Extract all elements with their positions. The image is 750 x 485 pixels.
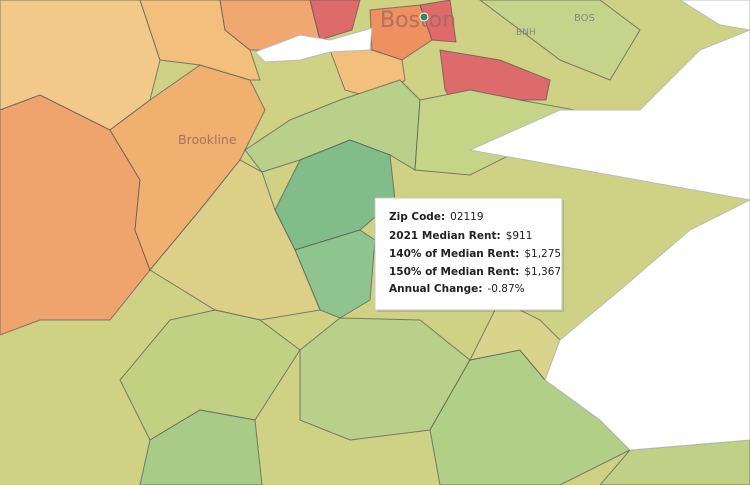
map-label: BOS — [574, 13, 595, 24]
map-label: Brookline — [178, 132, 237, 147]
tooltip-row: 140% of Median Rent: $1,275 — [389, 248, 561, 260]
zip-area[interactable] — [369, 4, 433, 61]
map-label: Boston — [380, 8, 456, 33]
tooltip-label: Zip Code: — [389, 211, 445, 223]
river — [254, 27, 373, 63]
tooltip-row: 2021 Median Rent: $911 — [389, 230, 532, 242]
tooltip-row: Zip Code: 02119 — [389, 211, 484, 223]
tooltip-label: 140% of Median Rent: — [389, 248, 519, 260]
tooltip-value: $1,367 — [524, 266, 561, 278]
tooltip-label: 2021 Median Rent: — [389, 230, 501, 242]
tooltip-label: Annual Change: — [389, 283, 482, 295]
tooltip-row: 150% of Median Rent: $1,367 — [389, 266, 561, 278]
water — [679, 0, 750, 31]
tooltip-row: Annual Change: -0.87% — [389, 283, 525, 295]
tooltip-value: 02119 — [450, 211, 483, 223]
tooltip-value: $1,275 — [524, 248, 561, 260]
tooltip: Zip Code: 02119 2021 Median Rent: $911 140% … — [374, 197, 564, 312]
water — [468, 29, 750, 451]
map-label: BNH — [516, 28, 536, 38]
tooltip-value: -0.87% — [487, 283, 524, 295]
tooltip-label: 150% of Median Rent: — [389, 266, 519, 278]
map-pin — [419, 12, 429, 22]
tooltip-box — [374, 197, 563, 311]
zip-area[interactable] — [479, 0, 641, 81]
zip-area[interactable] — [419, 0, 457, 43]
zip-area[interactable] — [139, 409, 263, 485]
tooltip-value: $911 — [506, 230, 533, 242]
zip-area[interactable] — [309, 0, 361, 41]
